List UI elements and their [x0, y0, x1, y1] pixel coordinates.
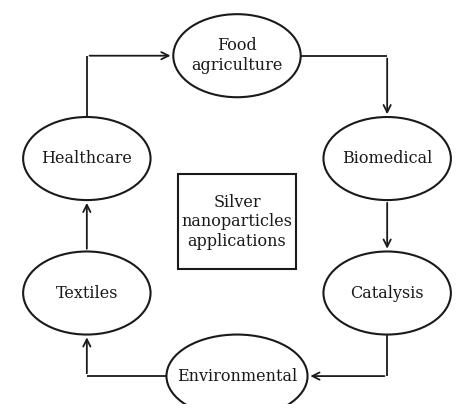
- Ellipse shape: [173, 14, 301, 97]
- Text: Food
agriculture: Food agriculture: [191, 37, 283, 74]
- FancyBboxPatch shape: [178, 174, 296, 269]
- Ellipse shape: [166, 335, 308, 412]
- Text: Environmental: Environmental: [177, 368, 297, 384]
- Ellipse shape: [23, 117, 151, 200]
- Text: Biomedical: Biomedical: [342, 150, 432, 167]
- Ellipse shape: [323, 251, 451, 335]
- Text: Catalysis: Catalysis: [350, 285, 424, 302]
- Text: Textiles: Textiles: [55, 285, 118, 302]
- Text: Silver
nanoparticles
applications: Silver nanoparticles applications: [182, 194, 292, 250]
- Text: Healthcare: Healthcare: [41, 150, 132, 167]
- Ellipse shape: [23, 251, 151, 335]
- Ellipse shape: [323, 117, 451, 200]
